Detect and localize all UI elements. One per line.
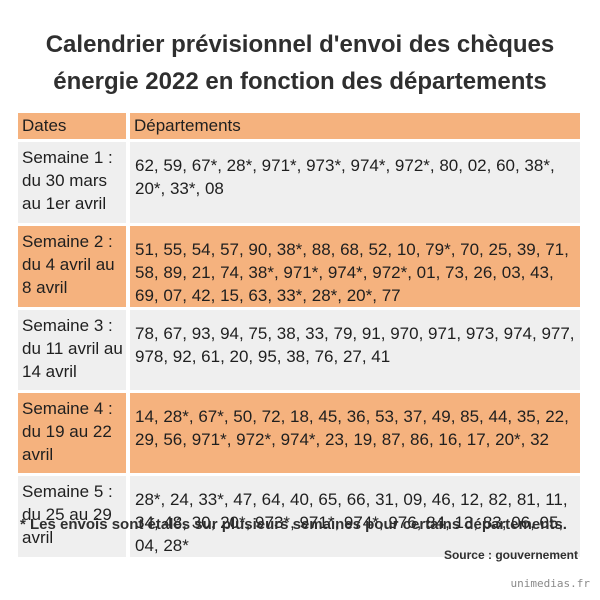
source-credit: Source : gouvernement — [443, 548, 578, 562]
table-row: Semaine 4 : du 19 au 22 avril 14, 28*, 6… — [18, 390, 580, 475]
watermark: unimedias.fr — [510, 577, 590, 590]
title-line-1: Calendrier prévisionnel d'envoi des chèq… — [45, 31, 555, 58]
departments-cell: 62, 59, 67*, 28*, 971*, 973*, 974*, 972*… — [128, 139, 580, 225]
header-dates: Dates — [18, 113, 130, 141]
week-cell: Semaine 4 : du 19 au 22 avril — [18, 390, 130, 475]
week-cell: Semaine 3 : du 11 avril au 14 avril — [18, 307, 130, 392]
table-row: Semaine 5 : du 25 au 29 avril 28*, 24, 3… — [18, 473, 580, 557]
title-line-2: énergie 2022 en fonction des département… — [53, 68, 547, 95]
week-cell: Semaine 5 : du 25 au 29 avril — [18, 473, 130, 557]
table-row: Semaine 3 : du 11 avril au 14 avril 78, … — [18, 307, 580, 392]
week-cell: Semaine 1 : du 30 mars au 1er avril — [18, 139, 130, 225]
departments-cell: 78, 67, 93, 94, 75, 38, 33, 79, 91, 970,… — [128, 307, 580, 392]
footnote: * Les envois sont étalés sur plusieurs s… — [20, 516, 567, 533]
table-header-row: Dates Départements — [18, 113, 580, 141]
page-title: Calendrier prévisionnel d'envoi des chèq… — [0, 26, 600, 100]
departments-cell: 14, 28*, 67*, 50, 72, 18, 45, 36, 53, 37… — [128, 390, 580, 475]
departments-cell: 51, 55, 54, 57, 90, 38*, 88, 68, 52, 10,… — [128, 223, 580, 309]
departments-cell: 28*, 24, 33*, 47, 64, 40, 65, 66, 31, 09… — [128, 473, 580, 557]
table-row: Semaine 1 : du 30 mars au 1er avril 62, … — [18, 139, 580, 225]
calendar-table: Dates Départements Semaine 1 : du 30 mar… — [18, 113, 580, 557]
header-departements: Départements — [128, 113, 580, 141]
week-cell: Semaine 2 : du 4 avril au 8 avril — [18, 223, 130, 309]
table-row: Semaine 2 : du 4 avril au 8 avril 51, 55… — [18, 223, 580, 309]
